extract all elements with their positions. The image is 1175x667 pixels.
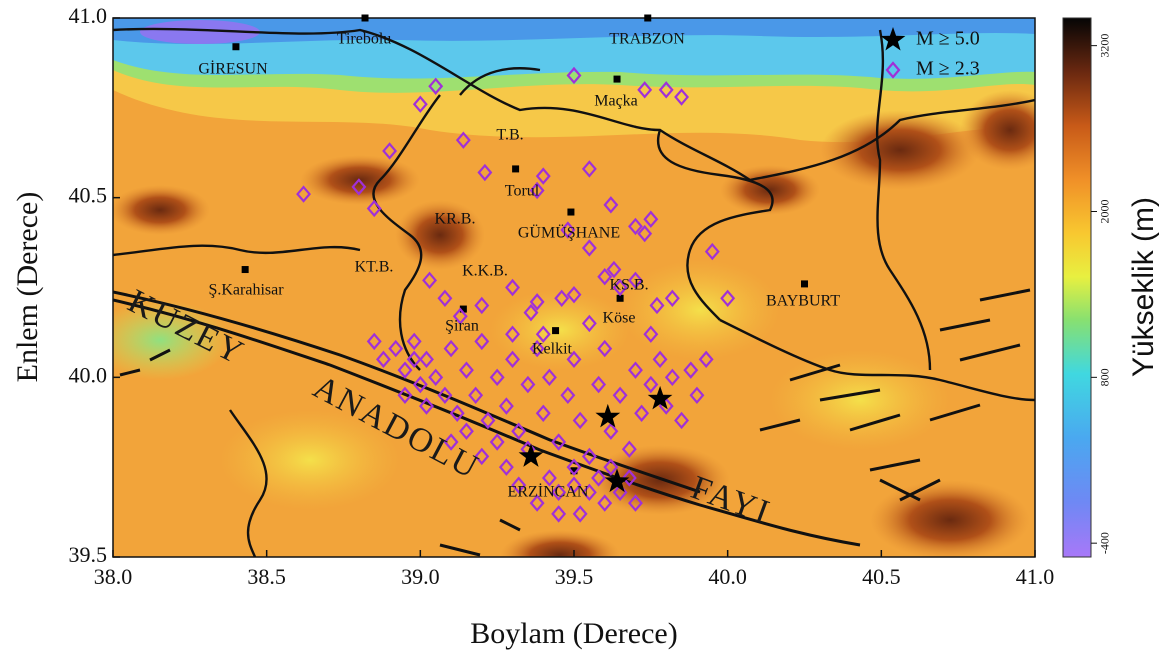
x-tick-label: 40.5 (862, 564, 901, 589)
y-tick-label: 41.0 (69, 3, 108, 28)
legend-label: M ≥ 2.3 (916, 58, 980, 80)
y-tick-label: 40.0 (69, 362, 108, 387)
city-marker (232, 43, 239, 50)
x-tick-label: 39.5 (555, 564, 594, 589)
x-tick-label: 39.0 (401, 564, 440, 589)
legend-label: M ≥ 5.0 (916, 28, 980, 50)
y-tick-label: 39.5 (69, 542, 108, 567)
city-label: Köse (603, 310, 636, 327)
city-label: GİRESUN (198, 60, 268, 78)
city-marker (552, 327, 559, 334)
city-label: BAYBURT (766, 293, 840, 310)
city-label: Ş.Karahisar (208, 282, 284, 299)
y-axis-label: Enlem (Derece) (11, 192, 44, 383)
basin-label: KS.B. (609, 277, 648, 294)
city-label: Maçka (594, 93, 638, 110)
colorbar (1063, 18, 1091, 557)
x-tick-label: 41.0 (1016, 564, 1055, 589)
x-tick-label: 38.0 (94, 564, 133, 589)
city-marker (567, 209, 574, 216)
colorbar-tick-label: 800 (1098, 368, 1112, 386)
city-marker (362, 15, 369, 22)
city-marker (512, 165, 519, 172)
basin-label: KT.B. (355, 259, 394, 276)
basin-label: T.B. (496, 127, 523, 144)
city-marker (614, 76, 621, 83)
city-label: TRABZON (609, 31, 685, 48)
colorbar-tick-label: 3200 (1098, 34, 1112, 58)
y-tick-label: 40.5 (69, 183, 108, 208)
basin-label: KR.B. (435, 211, 476, 228)
city-marker (801, 280, 808, 287)
city-marker (644, 15, 651, 22)
map-figure: 38.0 38.5 39.0 39.5 40.0 40.5 41.0 39.5 40.0 40.5… (0, 0, 1175, 667)
city-label: ERZİNCAN (508, 483, 589, 501)
city-label: Tirebolu (337, 31, 392, 48)
city-label: GÜMÜŞHANE (518, 224, 620, 242)
city-marker (242, 266, 249, 273)
colorbar-tick-label: -400 (1098, 532, 1112, 554)
colorbar-tick-label: 2000 (1098, 199, 1112, 223)
colorbar-ticks: -400 800 2000 3200 (1091, 34, 1112, 555)
city-label: Torul (505, 183, 540, 200)
x-axis-label: Boylam (Derece) (470, 617, 677, 650)
city-label: Şiran (445, 318, 479, 335)
x-tick-label: 38.5 (247, 564, 286, 589)
city-label: Kelkit (532, 341, 573, 358)
x-tick-label: 40.0 (708, 564, 747, 589)
basin-label: K.K.B. (462, 263, 508, 280)
colorbar-label: Yükseklik (m) (1127, 197, 1160, 377)
